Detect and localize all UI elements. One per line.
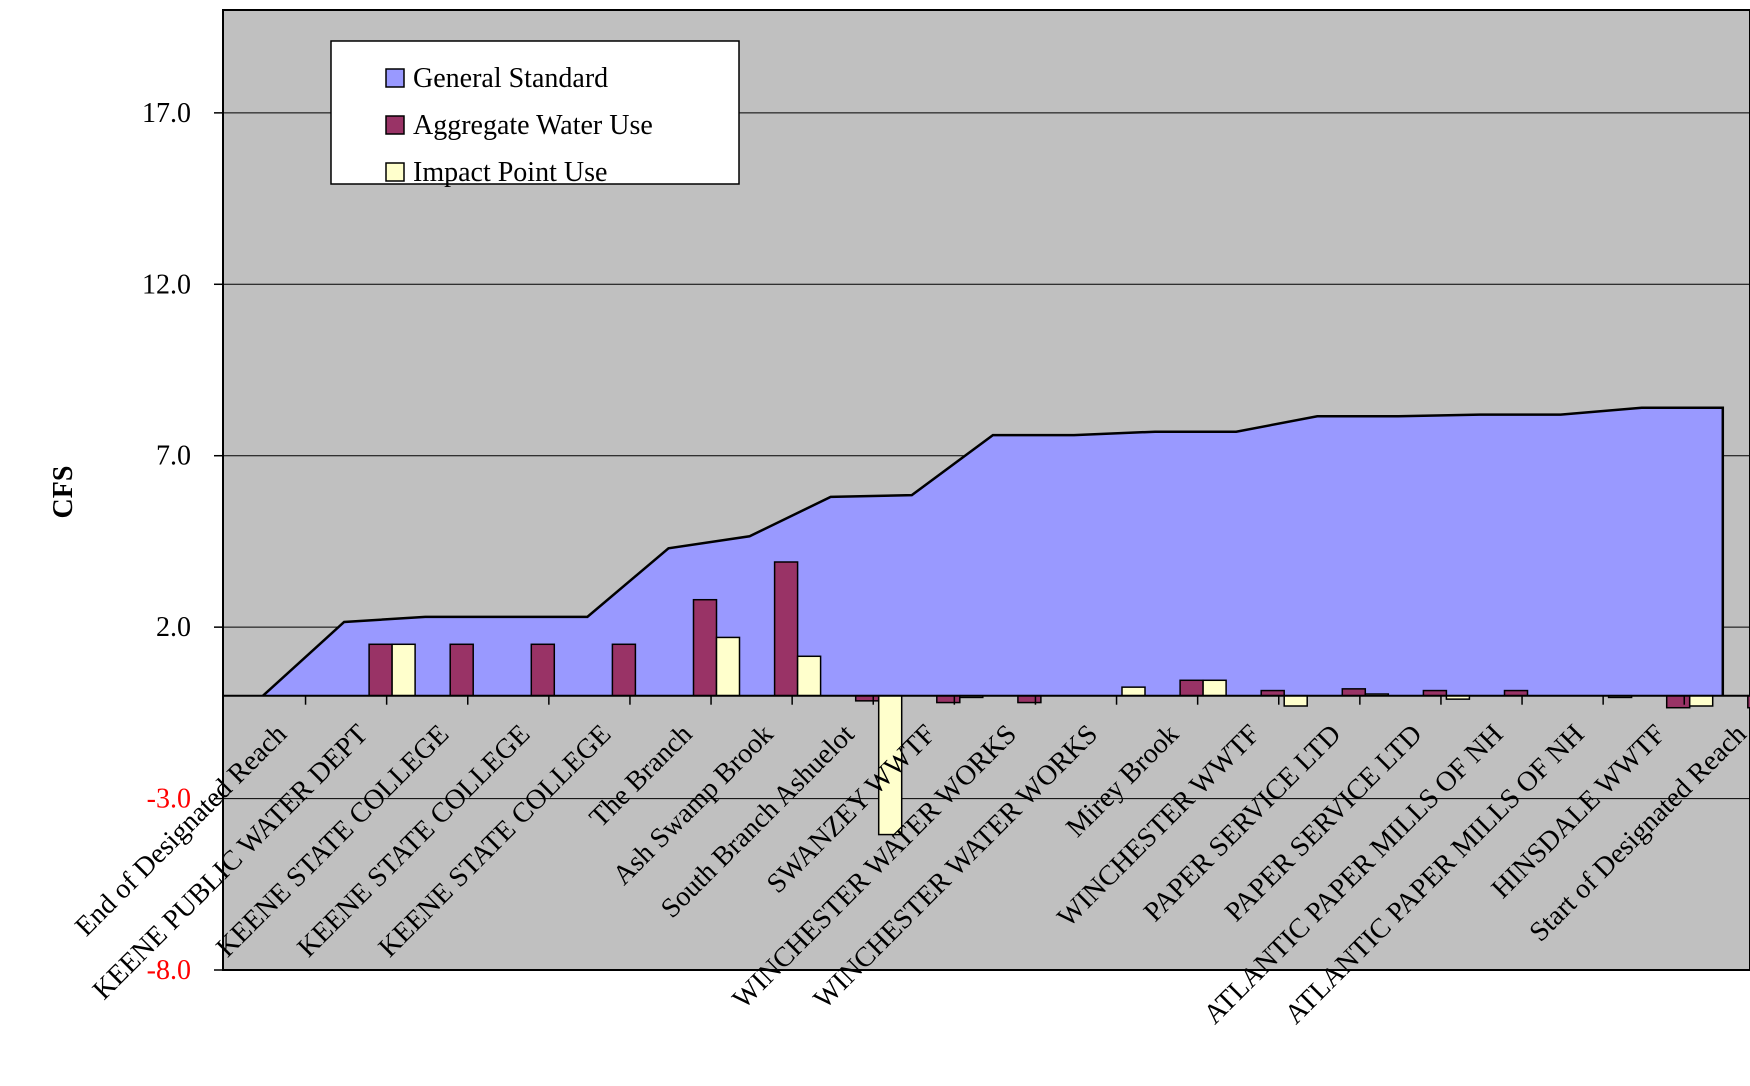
y-tick-label: 2.0 bbox=[156, 612, 191, 643]
bar-aggregate-water-use bbox=[694, 600, 717, 696]
bar-aggregate-water-use bbox=[937, 696, 960, 703]
legend-entry: General Standard bbox=[413, 63, 608, 94]
bar-aggregate-water-use bbox=[1342, 689, 1365, 696]
bar-impact-point-use bbox=[1284, 696, 1307, 706]
legend-swatch bbox=[386, 69, 404, 87]
bar-aggregate-water-use bbox=[369, 644, 392, 695]
legend-entry: Aggregate Water Use bbox=[413, 110, 653, 141]
bar-aggregate-water-use bbox=[775, 562, 798, 696]
bar-impact-point-use bbox=[392, 644, 415, 695]
legend: General Standard Aggregate Water Use Impac… bbox=[331, 41, 739, 188]
legend-swatch bbox=[386, 116, 404, 134]
y-axis-label: CFS bbox=[48, 466, 79, 519]
bar-aggregate-water-use bbox=[531, 644, 554, 695]
bar-impact-point-use bbox=[717, 637, 740, 695]
y-tick-label: 12.0 bbox=[142, 269, 191, 300]
legend-swatch bbox=[386, 163, 404, 181]
bar-aggregate-water-use bbox=[1667, 696, 1690, 708]
bar-impact-point-use bbox=[1690, 696, 1713, 706]
bar-impact-point-use bbox=[798, 656, 821, 695]
bar-aggregate-water-use bbox=[1180, 680, 1203, 695]
y-tick-label: 7.0 bbox=[156, 441, 191, 472]
bar-impact-point-use bbox=[1122, 687, 1145, 696]
legend-entry: Impact Point Use bbox=[413, 157, 607, 188]
y-tick-label: 17.0 bbox=[142, 98, 191, 129]
bar-impact-point-use bbox=[1203, 680, 1226, 695]
bar-aggregate-water-use bbox=[612, 644, 635, 695]
bar-aggregate-water-use bbox=[450, 644, 473, 695]
bar-aggregate-water-use bbox=[1018, 696, 1041, 703]
